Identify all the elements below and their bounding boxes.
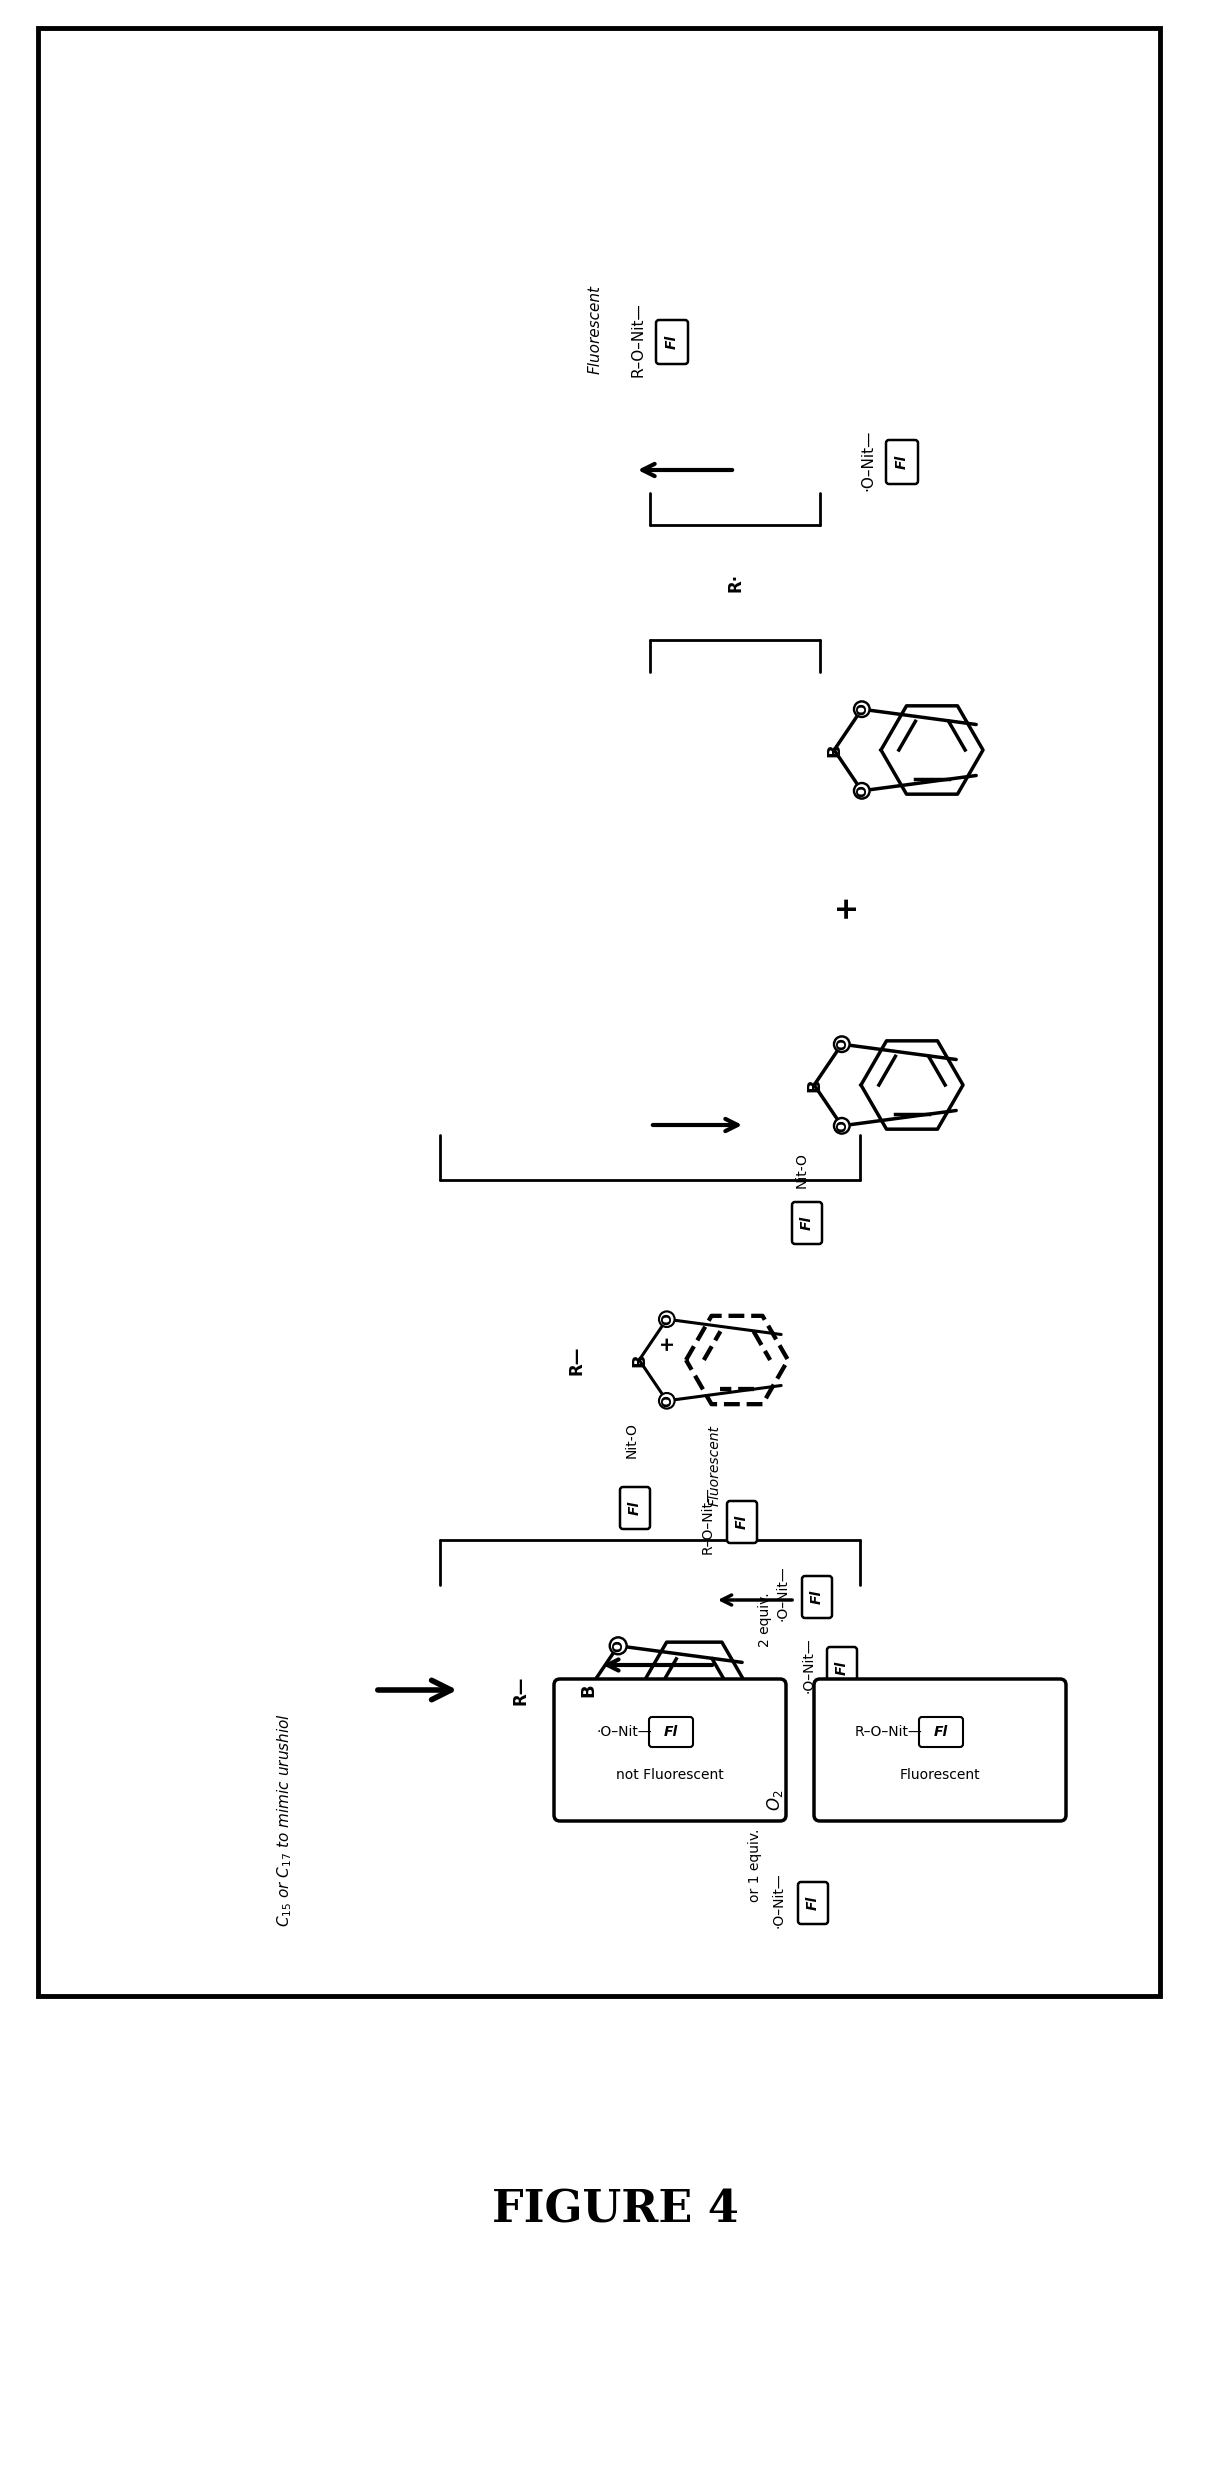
Text: B: B <box>825 743 843 758</box>
Text: Fluorescent: Fluorescent <box>900 1767 980 1782</box>
Text: B: B <box>631 1353 648 1366</box>
Text: R–O–Nit—: R–O–Nit— <box>630 302 645 376</box>
Text: Nit-O: Nit-O <box>795 1151 808 1189</box>
Circle shape <box>854 700 870 718</box>
Text: Fl: Fl <box>835 1660 849 1675</box>
Text: B: B <box>806 1079 824 1091</box>
FancyBboxPatch shape <box>727 1500 757 1543</box>
Circle shape <box>854 782 870 797</box>
Text: +: + <box>831 892 860 917</box>
Text: Fl: Fl <box>663 1724 678 1739</box>
Text: R–O–Nit—: R–O–Nit— <box>854 1724 923 1739</box>
Text: ·O–Nit—: ·O–Nit— <box>771 1871 785 1929</box>
Text: Nit-O: Nit-O <box>625 1423 638 1458</box>
FancyBboxPatch shape <box>554 1680 786 1822</box>
Text: R—: R— <box>567 1346 585 1376</box>
Text: Fl: Fl <box>895 456 909 468</box>
Text: +: + <box>657 1333 675 1351</box>
FancyBboxPatch shape <box>827 1647 857 1690</box>
Text: FIGURE 4: FIGURE 4 <box>492 2188 738 2230</box>
Text: ·O–Nit—: ·O–Nit— <box>801 1637 815 1692</box>
Text: R–O–Nit—: R–O–Nit— <box>701 1485 715 1555</box>
Text: $O_2$: $O_2$ <box>765 1789 785 1812</box>
Text: O: O <box>611 1729 625 1739</box>
FancyBboxPatch shape <box>656 319 687 364</box>
Text: Fl: Fl <box>806 1896 820 1911</box>
Text: Fl: Fl <box>800 1216 814 1231</box>
Text: 2 equiv.: 2 equiv. <box>759 1592 772 1647</box>
FancyBboxPatch shape <box>620 1488 650 1530</box>
Text: Fluorescent: Fluorescent <box>587 287 603 374</box>
FancyBboxPatch shape <box>802 1575 832 1617</box>
Text: R·: R· <box>726 573 744 593</box>
Text: $C_{15}$ or $C_{17}$ to mimic urushiol: $C_{15}$ or $C_{17}$ to mimic urushiol <box>276 1712 294 1926</box>
Text: O: O <box>660 1313 674 1326</box>
Text: R—: R— <box>511 1675 529 1705</box>
FancyBboxPatch shape <box>39 27 1160 1996</box>
Text: O: O <box>611 1640 625 1652</box>
Text: B: B <box>579 1682 597 1697</box>
Circle shape <box>835 1037 849 1052</box>
Text: O: O <box>855 703 868 715</box>
Text: O: O <box>855 785 868 797</box>
Circle shape <box>658 1393 674 1408</box>
Text: ·O–Nit—: ·O–Nit— <box>775 1565 790 1620</box>
FancyBboxPatch shape <box>886 441 918 483</box>
Text: Fl: Fl <box>734 1515 749 1530</box>
Circle shape <box>610 1637 627 1655</box>
Text: not Fluorescent: not Fluorescent <box>616 1767 724 1782</box>
FancyBboxPatch shape <box>919 1717 964 1747</box>
Text: O: O <box>835 1119 849 1131</box>
Text: Fluorescent: Fluorescent <box>708 1425 722 1505</box>
Text: Fl: Fl <box>665 334 679 349</box>
Text: or 1 equiv.: or 1 equiv. <box>748 1829 762 1901</box>
Text: O: O <box>660 1396 674 1408</box>
Text: Fl: Fl <box>628 1500 642 1515</box>
Text: O: O <box>835 1039 849 1049</box>
Text: ·O–Nit—: ·O–Nit— <box>597 1724 652 1739</box>
Text: ·O–Nit—: ·O–Nit— <box>860 429 876 491</box>
Text: Fl: Fl <box>933 1724 948 1739</box>
Text: Fl: Fl <box>810 1590 824 1605</box>
FancyBboxPatch shape <box>792 1201 822 1244</box>
Circle shape <box>658 1311 674 1328</box>
Circle shape <box>610 1727 627 1742</box>
FancyBboxPatch shape <box>649 1717 693 1747</box>
FancyBboxPatch shape <box>798 1881 829 1924</box>
FancyBboxPatch shape <box>814 1680 1066 1822</box>
Circle shape <box>835 1119 849 1134</box>
